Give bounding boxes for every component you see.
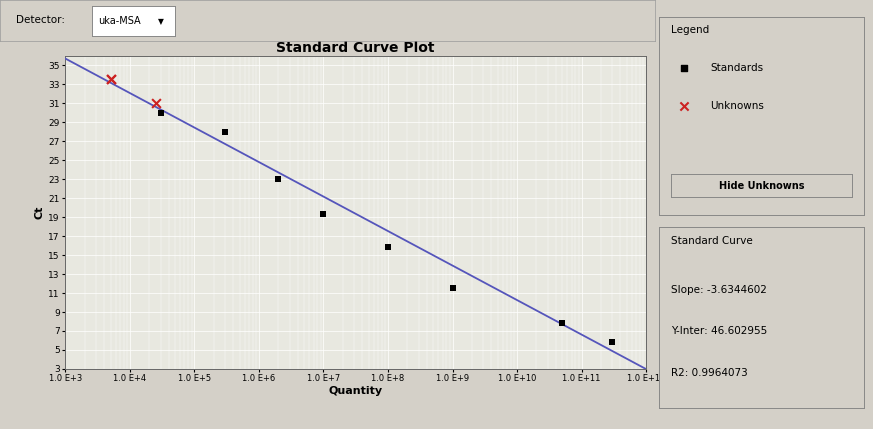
Text: Slope: -3.6344602: Slope: -3.6344602: [671, 285, 767, 295]
Point: [555, 320, 569, 327]
Y-axis label: Ct: Ct: [34, 205, 45, 219]
Point: [148, 100, 162, 107]
Point: [218, 128, 232, 135]
Point: [104, 76, 118, 83]
Text: uka-MSA: uka-MSA: [99, 16, 141, 26]
Text: Y-Inter: 46.602955: Y-Inter: 46.602955: [671, 326, 767, 336]
Point: [317, 211, 331, 218]
Point: [154, 109, 168, 116]
Point: [605, 339, 619, 346]
Title: Standard Curve Plot: Standard Curve Plot: [277, 41, 435, 54]
Text: Standards: Standards: [711, 63, 764, 73]
Text: Legend: Legend: [671, 25, 710, 35]
Text: Detector:: Detector:: [17, 15, 65, 25]
Text: Hide Unknowns: Hide Unknowns: [719, 181, 804, 190]
Point: [445, 285, 459, 292]
Text: Unknowns: Unknowns: [711, 101, 764, 111]
X-axis label: Quantity: Quantity: [329, 386, 382, 396]
Point: [272, 176, 285, 183]
Text: Standard Curve: Standard Curve: [671, 236, 753, 246]
Point: [381, 244, 395, 251]
Text: ▼: ▼: [158, 17, 164, 25]
Text: R2: 0.9964073: R2: 0.9964073: [671, 368, 748, 378]
Point: [104, 76, 118, 83]
